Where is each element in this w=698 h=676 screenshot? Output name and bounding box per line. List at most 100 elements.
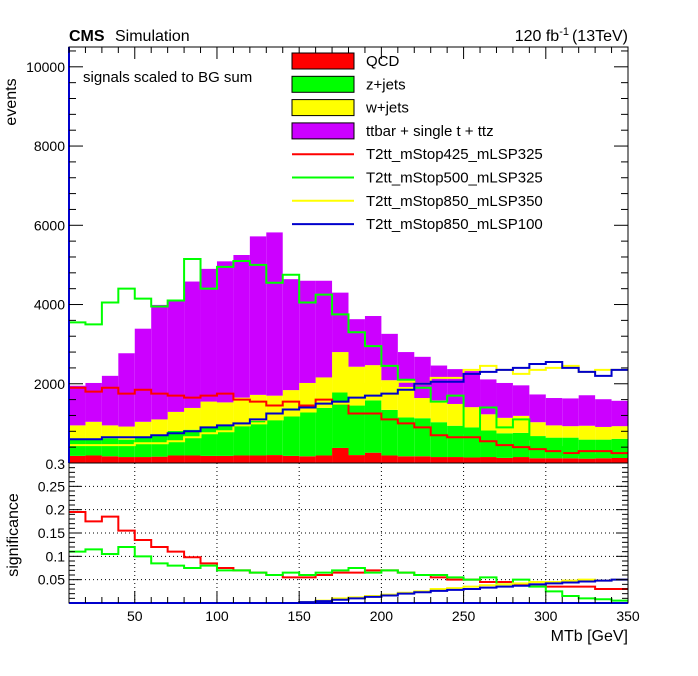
stack-bar — [332, 352, 349, 393]
stack-bar — [512, 415, 530, 433]
stack-bar — [512, 457, 530, 463]
stack-bar — [249, 455, 267, 463]
x-tick-label: 150 — [287, 608, 311, 624]
stack-bar — [216, 402, 234, 425]
stack-bar — [381, 455, 398, 463]
y-tick-label: 2000 — [34, 376, 65, 392]
stack-bar — [233, 255, 250, 398]
stack-bar — [216, 261, 234, 403]
stack-bar — [151, 304, 168, 420]
stack-bar — [348, 405, 365, 456]
stack-bar — [447, 369, 464, 404]
stack-bar — [299, 456, 316, 463]
y-tick-label: 8000 — [34, 138, 65, 154]
simulation-label: Simulation — [115, 28, 190, 45]
stack-bar — [611, 457, 628, 463]
stack-bar — [595, 439, 612, 459]
stack-bar — [118, 353, 135, 427]
stack-bar — [529, 436, 546, 459]
stack-bar — [101, 438, 119, 457]
stack-bar — [578, 395, 596, 426]
stack-bar — [69, 385, 86, 426]
y-tick-label: 0.05 — [38, 572, 65, 588]
y-tick-label: 0.1 — [46, 548, 66, 564]
stack-bar — [414, 398, 431, 419]
stack-bar — [233, 455, 250, 463]
stack-bar — [595, 458, 612, 463]
stack-bar — [529, 458, 546, 463]
x-tick-label: 200 — [370, 608, 394, 624]
stack-bar — [562, 398, 579, 427]
signal-line-t2tt-mstop850-mlsp350 — [69, 364, 628, 447]
stack-bar — [249, 394, 267, 422]
y-tick-label-top: 0.3 — [46, 456, 66, 472]
y-axis-label-significance: significance — [5, 493, 22, 577]
stack-bar — [69, 425, 86, 440]
stack-bar — [85, 438, 102, 456]
bottom-panel: 0.05 0.1 0.15 0.2 0.25 0.3 50 100 150 200 250 300 35… — [38, 456, 640, 624]
stack-bar — [611, 400, 628, 427]
stack-bar — [430, 365, 448, 401]
stack-bar — [381, 333, 398, 381]
stack-bar — [364, 400, 382, 453]
stack-bar — [414, 356, 431, 399]
stack-bar — [545, 398, 563, 426]
stack-bar — [397, 352, 415, 387]
stack-bar — [184, 407, 201, 430]
stack-bar — [315, 407, 333, 456]
stack-bar — [348, 319, 365, 367]
stack-bar — [200, 455, 217, 463]
bottom-axes: 0.05 0.1 0.15 0.2 0.25 0.3 50 100 150 200 250 300 35… — [38, 456, 640, 624]
signal-lines — [69, 257, 628, 459]
stack-bar — [348, 366, 365, 406]
x-tick-label: 100 — [205, 608, 229, 624]
stack-bar — [101, 456, 119, 463]
stack-bar — [611, 438, 628, 458]
stack-bar — [578, 439, 596, 459]
stack-bar — [381, 380, 398, 410]
stack-bar — [496, 382, 513, 418]
stack-bar — [118, 439, 135, 458]
stack-bar — [397, 456, 415, 463]
stack-bar — [447, 457, 464, 463]
stack-bar — [529, 394, 546, 423]
legend-swatch — [291, 122, 355, 140]
legend-swatch — [291, 52, 355, 70]
x-tick-label: 300 — [534, 608, 558, 624]
stack-bar — [282, 279, 300, 391]
legend: QCD z+jets w+jets ttbar + single t + ttz T2t… — [291, 52, 543, 233]
stack-bar — [266, 455, 283, 463]
stack-bar — [315, 280, 333, 378]
stack-bar — [167, 455, 185, 463]
stack-bar — [545, 425, 563, 438]
stack-bar — [282, 390, 300, 417]
stack-bar — [480, 457, 497, 463]
stack-bar — [69, 439, 86, 456]
stack-bar — [216, 455, 234, 463]
stack-bar — [562, 458, 579, 463]
legend-label: T2tt_mStop500_mLSP325 — [366, 170, 543, 187]
cms-label: CMS — [69, 28, 105, 45]
stack-bar — [151, 419, 168, 436]
stack-bar — [447, 425, 464, 458]
stack-w-jets — [69, 352, 628, 440]
stack-bar — [69, 455, 86, 463]
stack-bar — [430, 422, 448, 458]
stack-bar — [332, 392, 349, 448]
stack-bar — [299, 280, 316, 383]
legend-label: ttbar + single t + ttz — [366, 123, 494, 140]
y-tick-label: 0.15 — [38, 525, 65, 541]
top-panel: 2000 4000 6000 8000 10000 — [26, 46, 629, 464]
stack-bar — [463, 457, 481, 463]
stack-bar — [249, 236, 267, 395]
stack-bar — [414, 456, 431, 463]
stack-bar — [200, 427, 217, 456]
stack-bar — [85, 455, 102, 463]
y-tick-label: 6000 — [34, 217, 65, 233]
stack-bar — [529, 422, 546, 437]
stack-z-jets — [69, 392, 628, 459]
stack-bar — [545, 458, 563, 463]
signals-note: signals scaled to BG sum — [83, 69, 252, 86]
stack-bar — [562, 426, 579, 438]
